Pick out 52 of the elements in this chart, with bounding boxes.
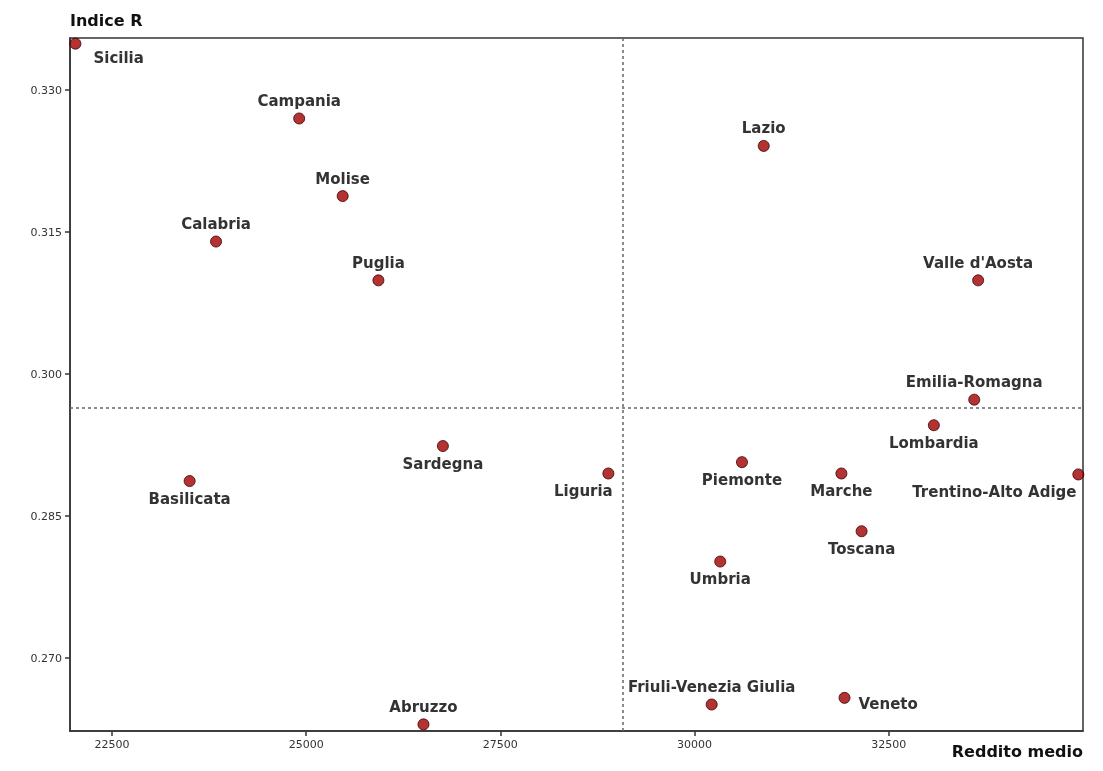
point (436, 440, 449, 453)
point (602, 467, 615, 480)
point (69, 37, 82, 50)
annotation: Sicilia (93, 48, 144, 67)
annotation: Trentino-Alto Adige (912, 482, 1077, 501)
annotation: Liguria (553, 481, 613, 500)
x-tick-label: 32500 (871, 738, 907, 751)
y-tick-label: 0.300 (30, 367, 62, 381)
annotation: Lombardia (888, 433, 979, 452)
annotation: Puglia (351, 253, 405, 272)
y-tick-label: 0.330 (30, 83, 62, 97)
annotation: Basilicata (148, 489, 231, 508)
point (336, 190, 349, 203)
annotation: Piemonte (701, 470, 783, 489)
annotation: Veneto (858, 694, 918, 713)
point (210, 235, 223, 248)
annotation: Sardegna (402, 454, 484, 473)
y-tick-label: 0.315 (30, 225, 62, 239)
annotation: Marche (810, 481, 873, 500)
y-tick-label: 0.285 (30, 509, 62, 523)
point (417, 718, 430, 731)
point (855, 525, 868, 538)
annotation: Emilia-Romagna (905, 373, 1043, 392)
point (293, 112, 306, 125)
point (968, 393, 981, 406)
y-tick-label: 0.270 (30, 651, 62, 665)
point (838, 691, 851, 704)
y-axis-title: Indice R (70, 10, 143, 30)
point (757, 139, 770, 152)
point (714, 555, 727, 568)
point (927, 419, 940, 432)
x-tick-label: 25000 (288, 738, 324, 751)
annotation: Valle d'Aosta (923, 253, 1034, 272)
point (835, 467, 848, 480)
point (705, 698, 718, 711)
point (1072, 468, 1085, 481)
annotation: Molise (315, 169, 370, 188)
x-tick-label: 27500 (482, 738, 518, 751)
point (972, 274, 985, 287)
x-axis-title: Reddito medio (951, 741, 1083, 761)
x-tick-label: 22500 (94, 738, 130, 751)
annotation: Calabria (181, 215, 251, 234)
point (183, 475, 196, 488)
point (735, 456, 748, 469)
x-tick-label: 30000 (677, 738, 713, 751)
point (372, 274, 385, 287)
annotation: Friuli-Venezia Giulia (627, 677, 796, 696)
annotation: Lazio (741, 119, 786, 138)
annotation: Umbria (689, 570, 751, 589)
annotation: Abruzzo (389, 697, 458, 716)
annotation: Toscana (827, 539, 896, 558)
annotation: Campania (257, 91, 341, 110)
